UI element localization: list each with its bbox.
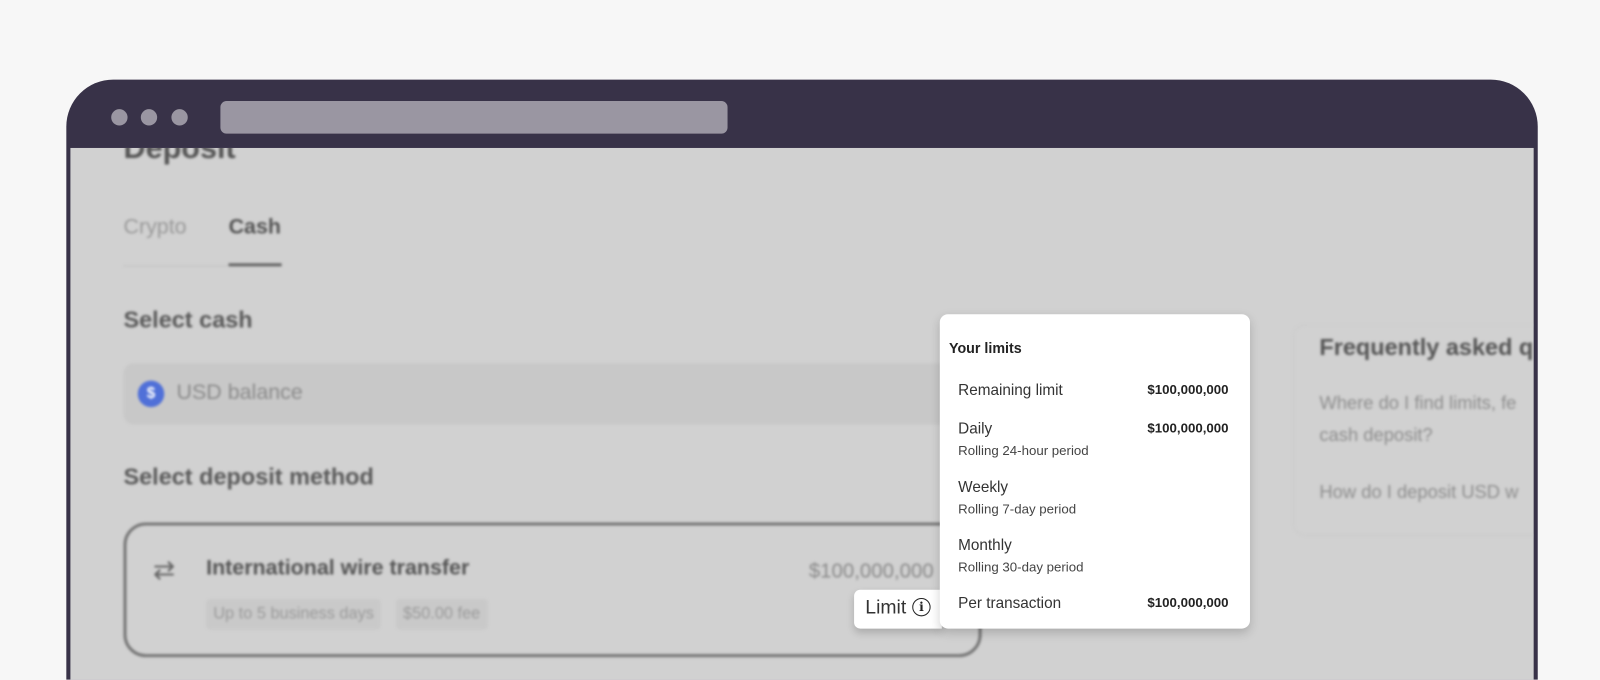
limit-period: Rolling 24-hour period: [958, 442, 1089, 459]
limit-value: $100,000,000: [1147, 420, 1229, 436]
limit-label: Per transaction: [958, 594, 1062, 613]
limit-row-weekly: Weekly Rolling 7-day period: [958, 479, 1228, 517]
limit-row-per-transaction: Per transaction $100,000,000: [958, 595, 1228, 612]
blurred-background: Deposit Crypto Cash Select cash $ USD ba…: [70, 147, 1534, 680]
limit-label: Weekly: [958, 478, 1009, 496]
swap-arrows-icon: ⇄: [153, 554, 176, 585]
limit-value: $100,000,000: [1147, 594, 1229, 611]
wire-transfer-option[interactable]: ⇄ International wire transfer $100,000,0…: [123, 522, 982, 658]
limit-label: Remaining limit: [958, 381, 1063, 399]
duration-chip: Up to 5 business days: [206, 598, 382, 630]
limit-period: Rolling 7-day period: [958, 501, 1077, 517]
faq-title: Frequently asked q: [1319, 333, 1534, 361]
limit-label: Daily: [958, 420, 993, 438]
window-dot-icon: [140, 109, 158, 126]
select-cash-heading: Select cash: [123, 306, 253, 333]
limit-row-monthly: Monthly Rolling 30-day period: [958, 537, 1228, 575]
tab-cash[interactable]: Cash: [228, 215, 281, 239]
faq-question-line: Where do I find limits, fe: [1319, 392, 1517, 414]
method-amount: $100,000,000: [808, 560, 934, 583]
tab-crypto[interactable]: Crypto: [123, 215, 187, 239]
limit-label: Monthly: [958, 536, 1012, 555]
active-tab-indicator: [228, 263, 282, 267]
limit-row-remaining: Remaining limit $100,000,000: [958, 382, 1228, 399]
cash-select-value: USD balance: [176, 380, 303, 405]
method-title: International wire transfer: [206, 556, 470, 580]
popover-title: Your limits: [948, 339, 1022, 357]
address-bar[interactable]: [220, 101, 728, 134]
page-title: Deposit: [123, 147, 236, 166]
limit-period: Rolling 30-day period: [958, 559, 1084, 575]
window-dot-icon: [171, 109, 188, 126]
limit-label: Limit: [865, 596, 907, 619]
fee-chip: $50.00 fee: [395, 598, 488, 630]
faq-question[interactable]: Where do I find limits, fe cash deposit?: [1319, 388, 1533, 451]
tab-divider: [123, 265, 282, 267]
faq-panel: Frequently asked q Where do I find limit…: [1292, 324, 1534, 536]
faq-question[interactable]: How do I deposit USD w: [1319, 481, 1519, 503]
limit-row-daily: Daily Rolling 24-hour period $100,000,00…: [958, 420, 1228, 458]
limit-info-button[interactable]: Limit i: [854, 589, 942, 629]
limit-value: $100,000,000: [1147, 381, 1229, 397]
faq-question-line: cash deposit?: [1319, 424, 1433, 445]
info-icon: i: [912, 597, 931, 617]
deposit-method-heading: Select deposit method: [123, 463, 374, 490]
window-dot-icon: [111, 109, 128, 126]
page-content: Deposit Crypto Cash Select cash $ USD ba…: [70, 147, 1534, 680]
limits-popover: Your limits Remaining limit $100,000,000…: [939, 314, 1250, 629]
cash-select[interactable]: $ USD balance: [123, 363, 961, 425]
dollar-coin-icon: $: [137, 380, 165, 408]
